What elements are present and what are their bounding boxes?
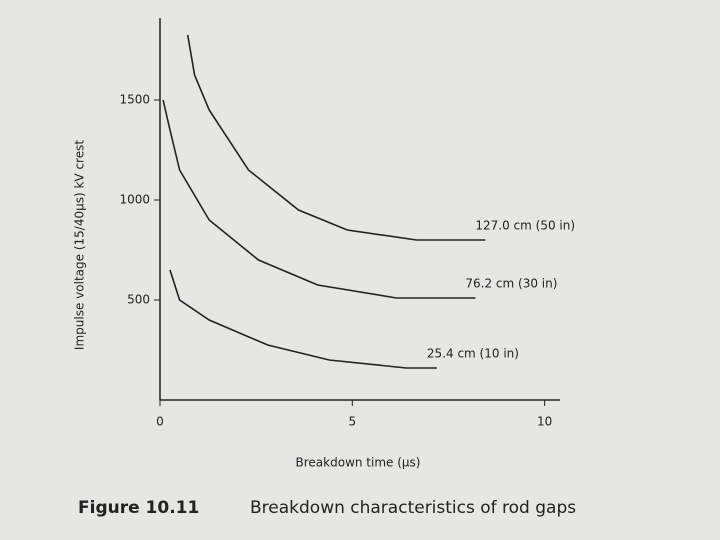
x-axis-label: Breakdown time (µs)	[296, 456, 421, 470]
x-tick-label: 10	[537, 415, 552, 429]
series-label: 25.4 cm (10 in)	[427, 347, 519, 361]
line	[186, 34, 486, 241]
line	[162, 99, 476, 299]
x-tick-label: 5	[348, 415, 356, 429]
series-label: 76.2 cm (30 in)	[465, 277, 557, 291]
y-axis-label: Impulse voltage (15/40µs) kV crest	[73, 140, 87, 350]
line	[169, 269, 437, 369]
series-label: 127.0 cm (50 in)	[475, 219, 575, 233]
caption: Breakdown characteristics of rod gaps	[250, 498, 576, 518]
caption-label: Figure 10.11	[78, 498, 199, 518]
y-tick-label: 1000	[119, 193, 150, 207]
y-tick-label: 500	[127, 293, 150, 307]
x-tick-label: 0	[156, 415, 164, 429]
y-tick-label: 1500	[119, 93, 150, 107]
